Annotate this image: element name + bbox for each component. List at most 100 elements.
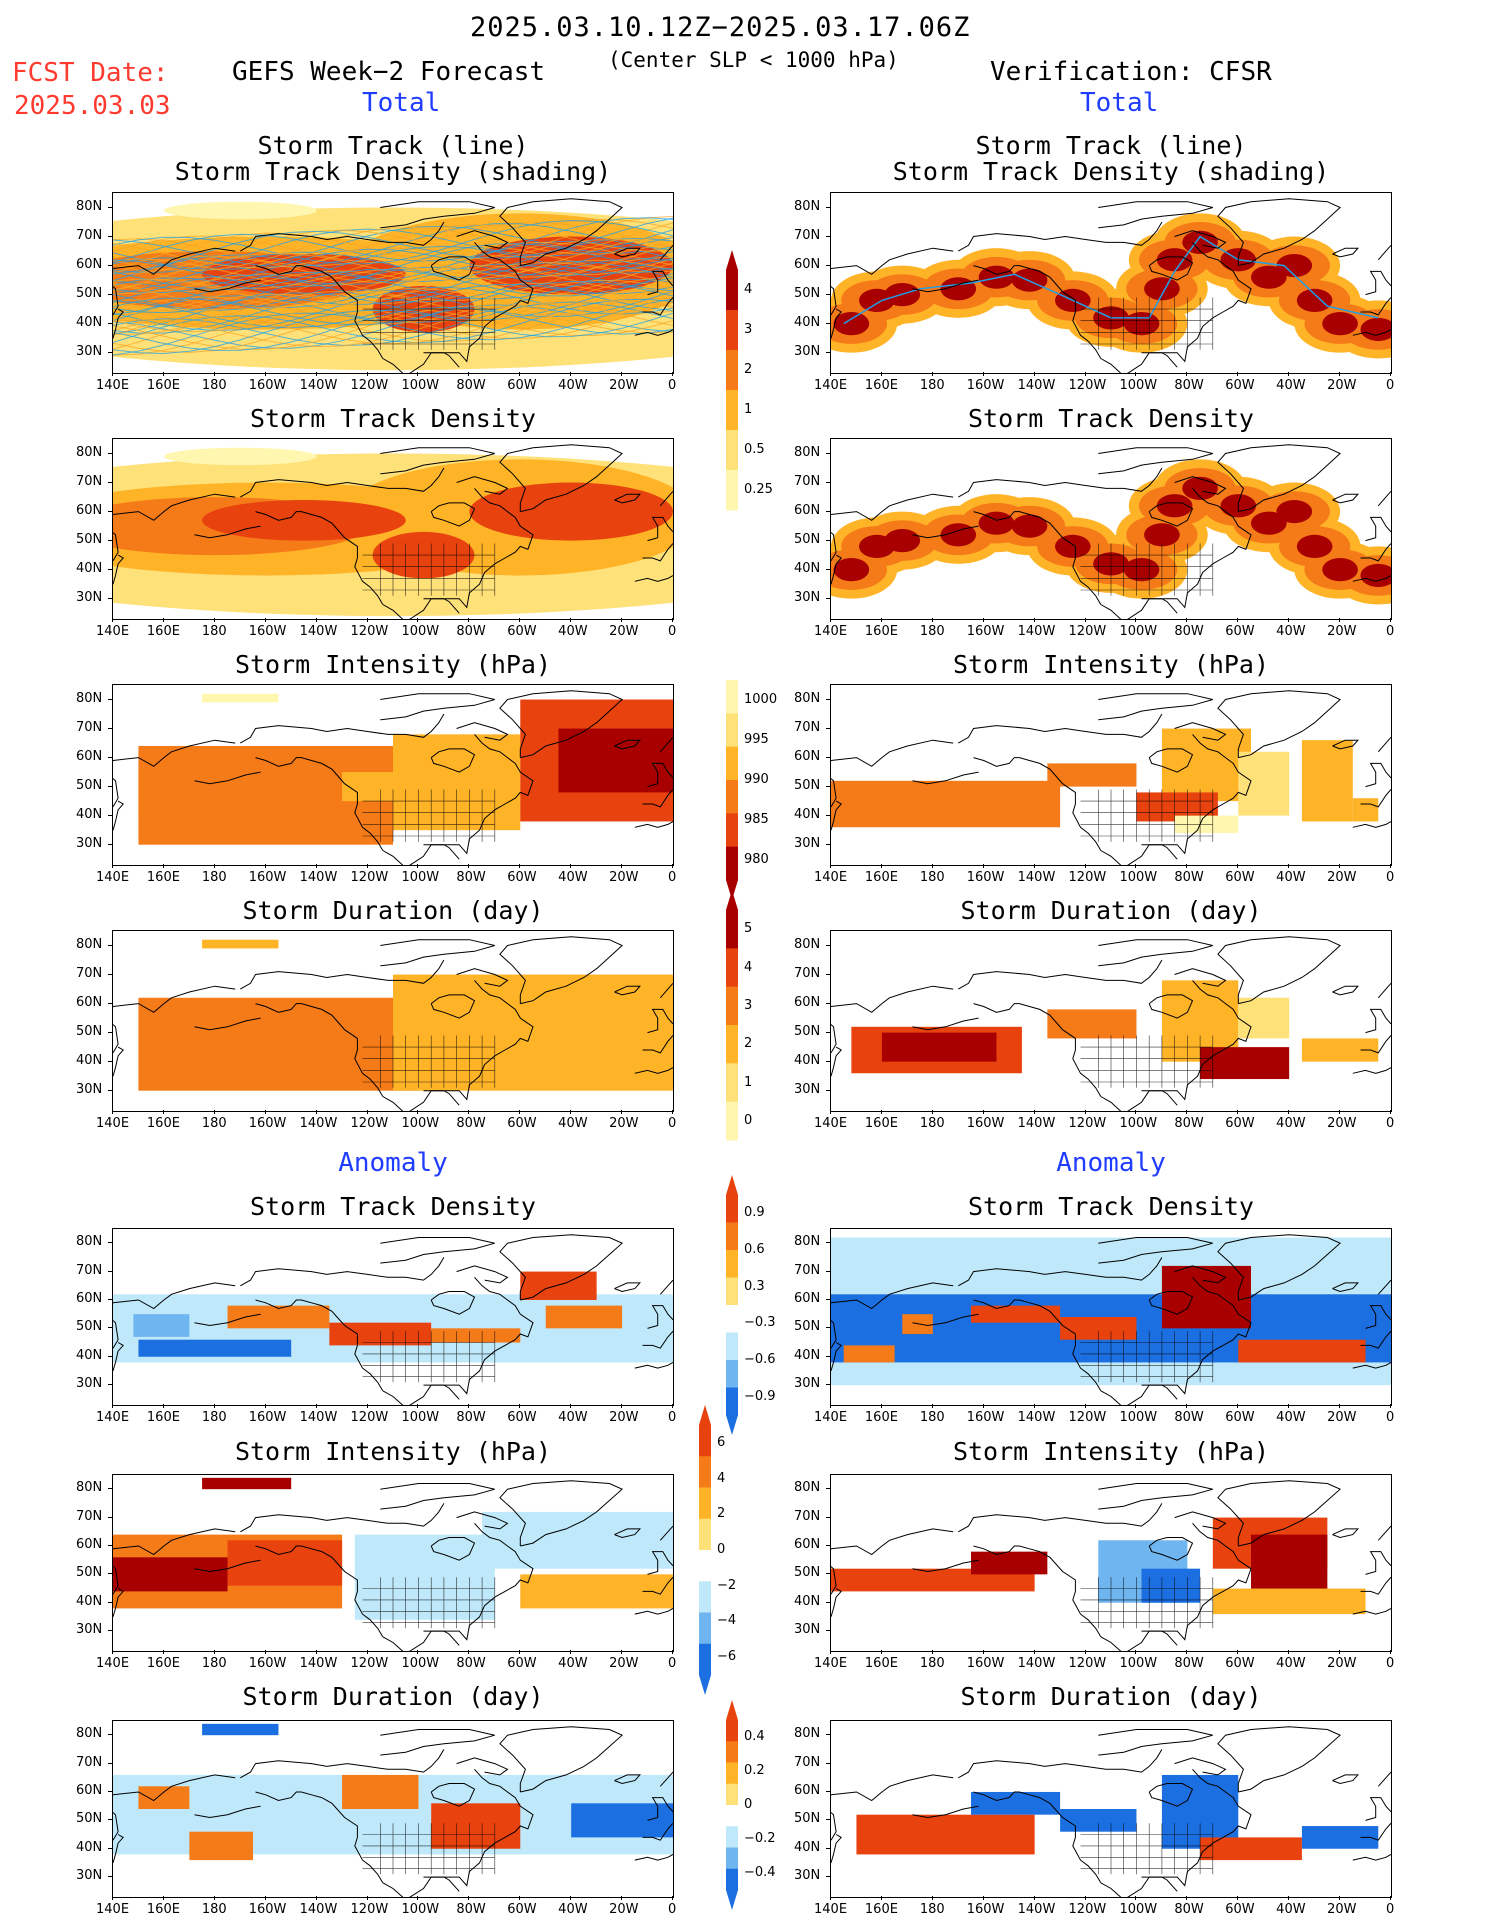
lat-tick-mark <box>108 206 112 208</box>
criterion-subtitle: (Center SLP < 1000 hPa) <box>608 48 899 72</box>
lon-tick-label: 100W <box>401 870 440 885</box>
lon-tick-label: 0 <box>668 378 677 393</box>
lon-tick-mark <box>570 1404 572 1408</box>
lat-tick-label: 80N <box>76 1480 103 1496</box>
lon-tick-label: 60W <box>1225 1656 1255 1671</box>
lon-tick-mark <box>931 1110 933 1114</box>
lon-tick-mark <box>1288 864 1290 868</box>
lon-tick-label: 140W <box>299 1116 338 1131</box>
lat-tick-label: 60N <box>794 748 821 764</box>
verif-anom-intensity-map <box>830 1474 1392 1652</box>
lon-tick-mark <box>468 864 470 868</box>
lon-tick-label: 180 <box>919 624 945 639</box>
lon-tick-mark <box>1135 1110 1137 1114</box>
colorbar-density-anom <box>722 1175 752 1439</box>
lon-tick-mark <box>1390 864 1391 868</box>
lon-tick-label: 60W <box>507 624 537 639</box>
lat-tick-label: 50N <box>794 1565 821 1581</box>
lon-tick-mark <box>315 1404 317 1408</box>
lon-tick-mark <box>1390 1650 1391 1654</box>
left-anom-intensity-title: Storm Intensity (hPa) <box>234 1437 552 1466</box>
lon-tick-label: 120W <box>1068 870 1107 885</box>
lon-tick-mark <box>1339 372 1341 376</box>
lat-tick-label: 30N <box>794 1622 821 1638</box>
lon-tick-mark <box>213 618 215 622</box>
right-intensity-title: Storm Intensity (hPa) <box>952 650 1270 679</box>
lat-tick-label: 40N <box>794 1052 821 1068</box>
colorbar-tick-label: 995 <box>744 732 769 747</box>
lon-tick-label: 160W <box>248 1410 287 1425</box>
lon-tick-label: 20W <box>609 1116 639 1131</box>
lat-tick-mark <box>108 1876 112 1878</box>
lon-tick-label: 20W <box>1327 1410 1357 1425</box>
lon-tick-label: 160E <box>864 624 898 639</box>
lon-tick-label: 60W <box>1225 870 1255 885</box>
colorbar-tick-label: 990 <box>744 772 769 787</box>
lon-tick-label: 80W <box>456 1902 486 1917</box>
lat-tick-mark <box>826 264 830 266</box>
lat-tick-label: 70N <box>76 227 103 243</box>
colorbar-intensity-anom <box>695 1405 725 1699</box>
lat-tick-label: 30N <box>794 835 821 851</box>
lon-tick-mark <box>366 864 368 868</box>
lat-tick-mark <box>108 1031 112 1033</box>
lon-tick-mark <box>417 618 419 622</box>
lon-tick-mark <box>1084 1650 1086 1654</box>
lon-tick-label: 180 <box>919 378 945 393</box>
lat-tick-mark <box>108 843 112 845</box>
lat-tick-label: 30N <box>76 1622 103 1638</box>
lon-tick-mark <box>162 1110 164 1114</box>
lon-tick-mark <box>621 618 623 622</box>
lon-tick-label: 20W <box>609 870 639 885</box>
lat-tick-mark <box>108 1573 112 1575</box>
fcst-track-line-map <box>112 192 674 374</box>
lat-tick-label: 50N <box>794 1811 821 1827</box>
lon-tick-label: 100W <box>401 1902 440 1917</box>
lon-tick-label: 120W <box>1068 378 1107 393</box>
lon-tick-mark <box>162 618 164 622</box>
lon-tick-mark <box>880 1110 882 1114</box>
lon-tick-label: 140E <box>96 378 130 393</box>
lon-tick-mark <box>672 1650 673 1654</box>
lon-tick-mark <box>264 1896 266 1900</box>
lon-tick-label: 160E <box>864 378 898 393</box>
colorbar-tick-label: 2 <box>744 362 753 377</box>
lon-tick-label: 140W <box>1017 870 1056 885</box>
lon-tick-mark <box>264 864 266 868</box>
lon-tick-label: 0 <box>1386 1410 1395 1425</box>
lon-tick-mark <box>931 1650 933 1654</box>
lon-tick-mark <box>315 864 317 868</box>
colorbar-tick-label: −0.9 <box>744 1388 776 1404</box>
lon-tick-mark <box>1237 372 1239 376</box>
lon-tick-label: 20W <box>609 1902 639 1917</box>
lon-tick-label: 120W <box>350 1116 389 1131</box>
lat-tick-mark <box>826 351 830 353</box>
lat-tick-mark <box>826 1089 830 1091</box>
lon-tick-label: 140W <box>299 1410 338 1425</box>
lat-tick-mark <box>108 1327 112 1329</box>
lat-tick-mark <box>826 1355 830 1357</box>
lat-tick-mark <box>826 1031 830 1033</box>
lon-tick-label: 100W <box>401 624 440 639</box>
lat-tick-label: 50N <box>794 1023 821 1039</box>
lat-tick-label: 80N <box>794 1726 821 1742</box>
lon-tick-label: 20W <box>1327 1902 1357 1917</box>
lon-tick-label: 0 <box>1386 378 1395 393</box>
lon-tick-mark <box>264 1650 266 1654</box>
lat-tick-label: 70N <box>794 719 821 735</box>
lat-tick-label: 60N <box>794 1536 821 1552</box>
lon-tick-label: 160W <box>248 1116 287 1131</box>
lon-tick-label: 160E <box>864 1116 898 1131</box>
lon-tick-mark <box>1084 1404 1086 1408</box>
lon-tick-label: 140E <box>96 1410 130 1425</box>
lon-tick-label: 140E <box>814 1902 848 1917</box>
lon-tick-mark <box>519 1896 521 1900</box>
lat-tick-mark <box>826 1601 830 1603</box>
lat-tick-label: 30N <box>794 343 821 359</box>
lon-tick-label: 160E <box>864 1902 898 1917</box>
lon-tick-mark <box>264 1110 266 1114</box>
lon-tick-label: 180 <box>201 870 227 885</box>
colorbar-tick-label: 0 <box>744 1112 753 1128</box>
lon-tick-label: 100W <box>401 1116 440 1131</box>
lon-tick-mark <box>1237 1650 1239 1654</box>
